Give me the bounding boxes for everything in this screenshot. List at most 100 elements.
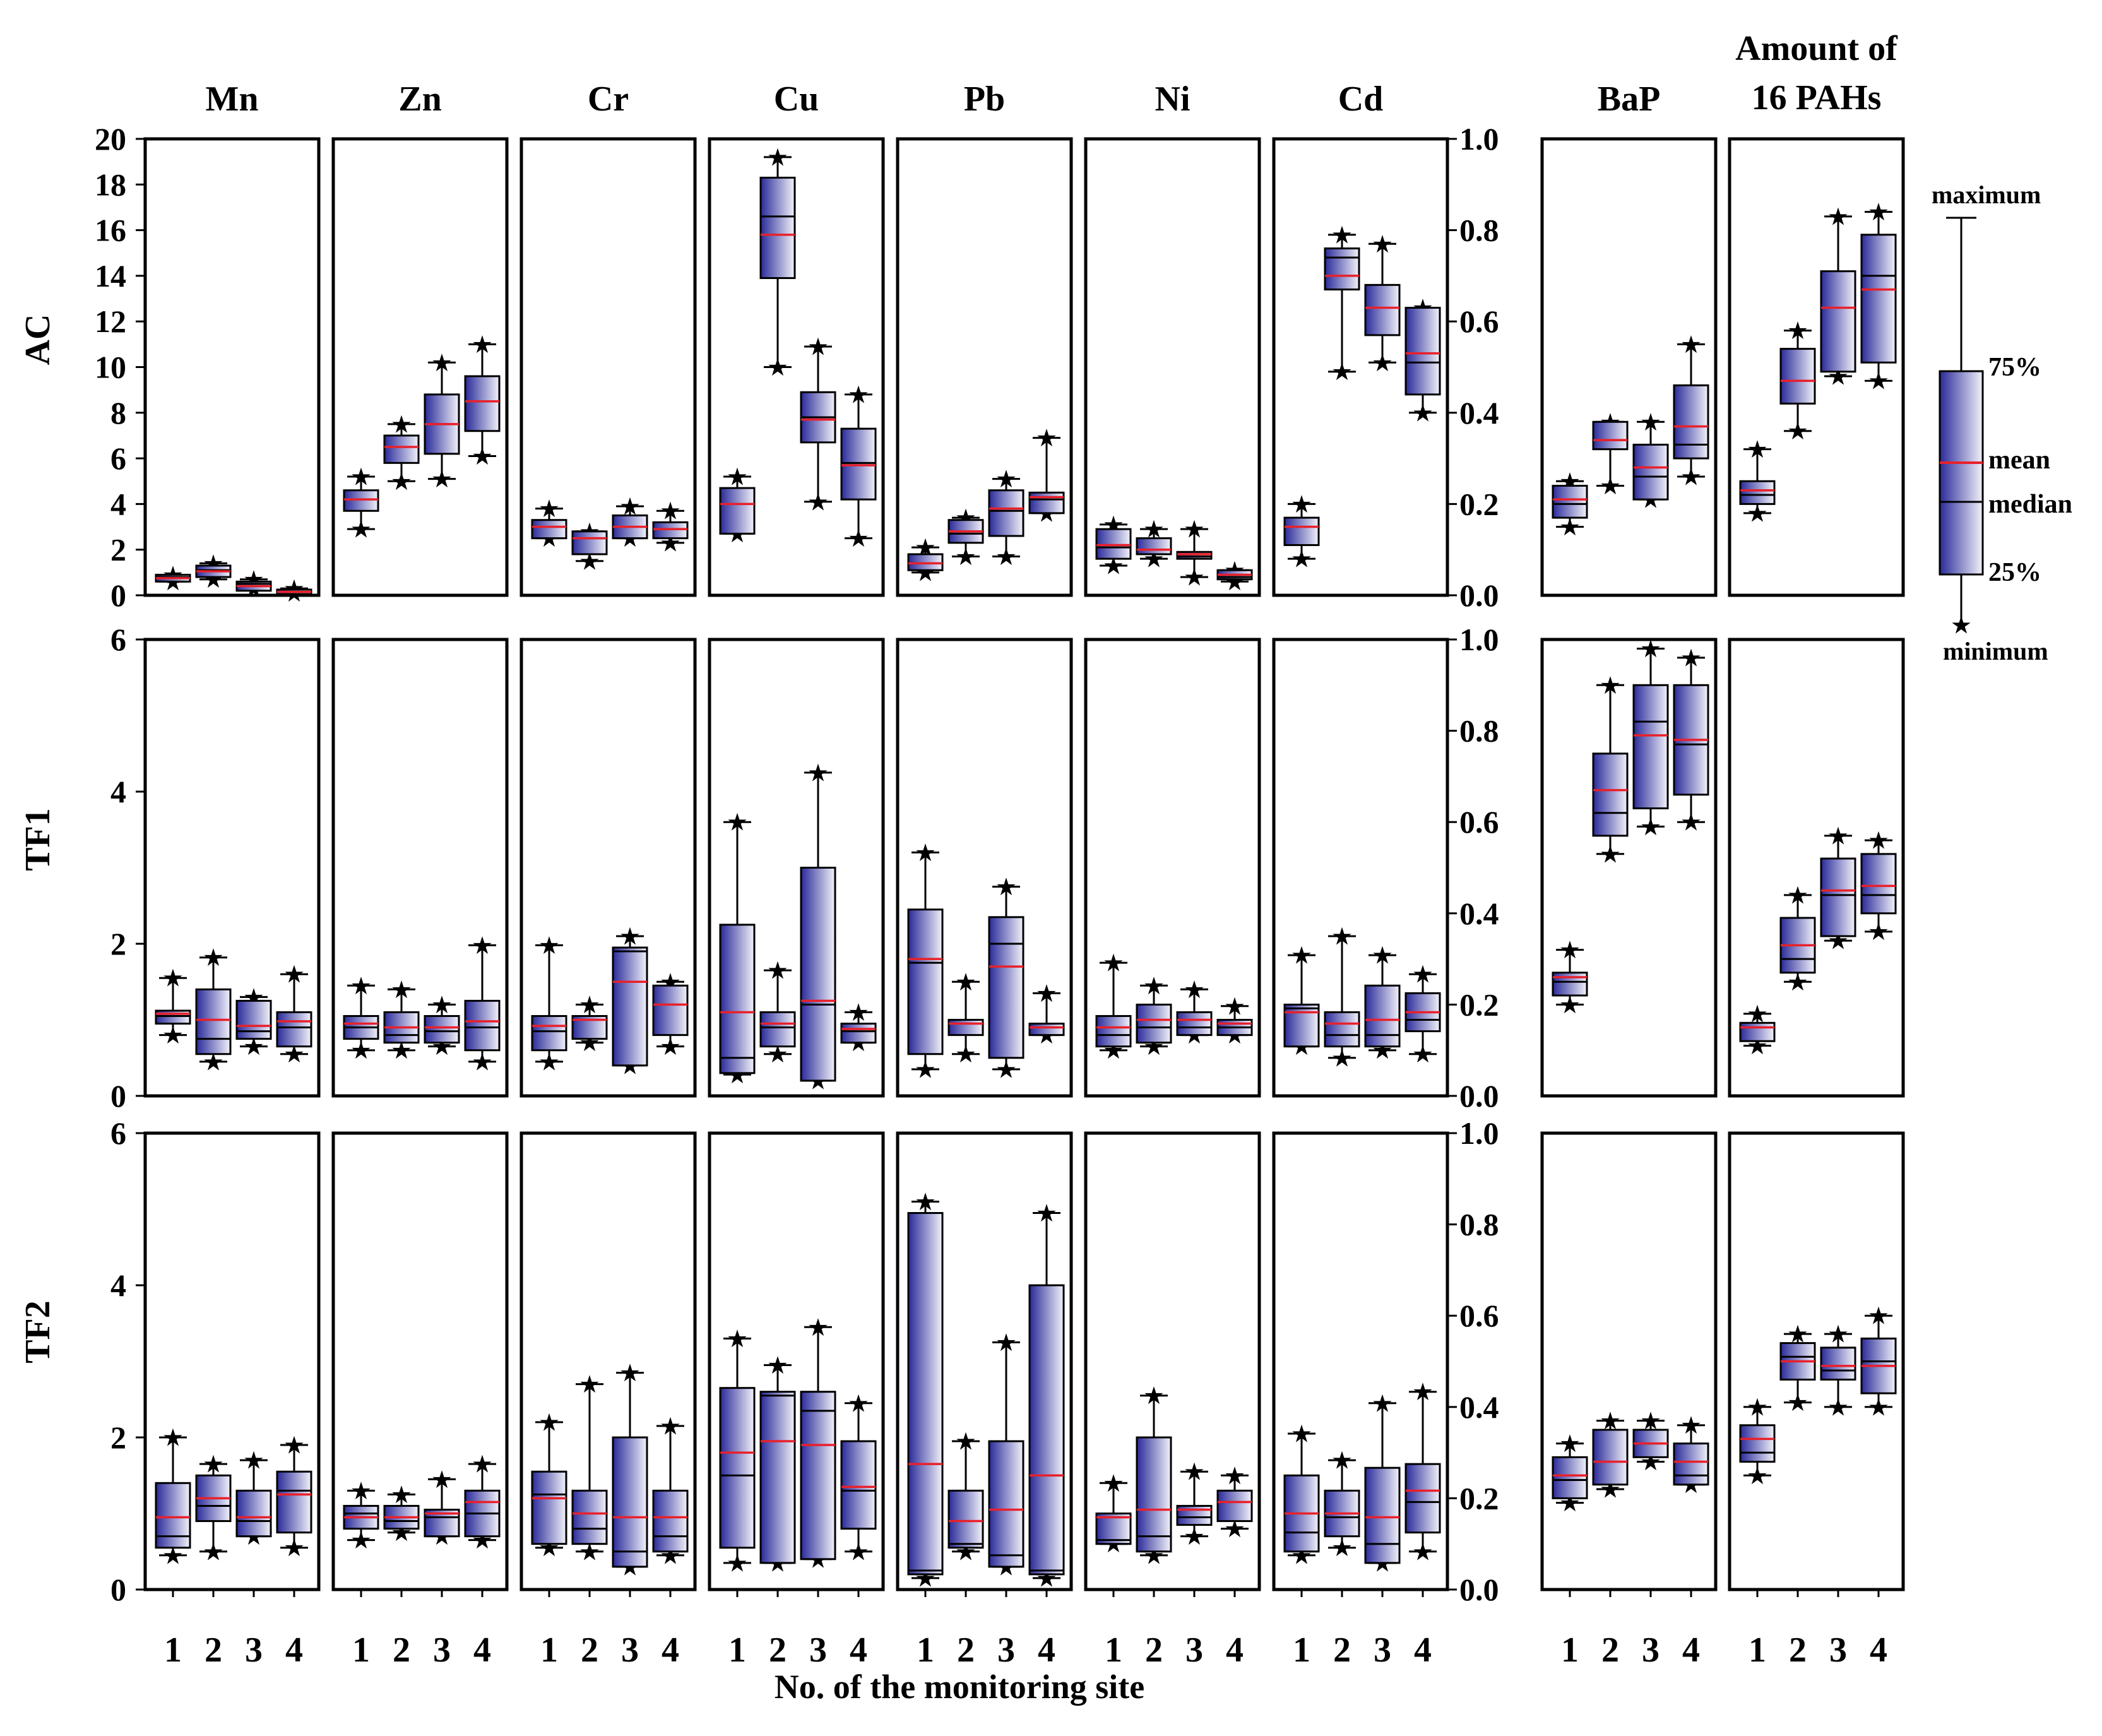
- x-tick-label: 1: [164, 1631, 182, 1670]
- panel-ac-cu: ★★★★★★★★: [708, 137, 885, 597]
- box-tf1-pb-site-3: ★★: [988, 876, 1024, 1082]
- legend-maximum-label: maximum: [1932, 181, 2041, 209]
- iqr-box: [1095, 528, 1132, 560]
- box-tf1-pb-site-2: ★★: [947, 971, 984, 1067]
- iqr-box: [1673, 1442, 1709, 1486]
- x-tick-label: 4: [1226, 1631, 1244, 1670]
- box-ac-cu-site-2: ★★: [759, 146, 796, 380]
- iqr-box: [947, 1489, 984, 1549]
- iqr-box: [840, 1023, 877, 1044]
- iqr-box: [1820, 1347, 1856, 1381]
- box-ac-mn-site-2: ★★: [195, 552, 232, 592]
- iqr-box: [1632, 684, 1669, 810]
- min-star: ★: [352, 1040, 371, 1063]
- right-tick-label: 1.0: [1459, 622, 1499, 657]
- legend: ★ maximum 75% mean median 25% minimum: [1932, 181, 2072, 665]
- panel-ac-mn: ★★★★★★★★: [143, 137, 321, 605]
- x-tick-label: 3: [1374, 1631, 1391, 1670]
- panel-tf2-cu: ★★★★★★★★: [708, 1131, 885, 1591]
- iqr-box: [1028, 491, 1065, 514]
- iqr-box: [1739, 1424, 1776, 1463]
- column-title-cr: Cr: [588, 80, 629, 119]
- panel-ac-bap: ★★★★★★★★: [1540, 137, 1718, 597]
- row-label-tf2: TF2: [18, 1300, 57, 1364]
- panel-tf2-mn: ★★★★★★★★: [143, 1131, 321, 1591]
- x-tick-label: 3: [621, 1631, 639, 1670]
- max-star: ★: [392, 413, 411, 437]
- max-star: ★: [1225, 1465, 1244, 1488]
- max-star: ★: [956, 971, 975, 994]
- box-tf2-cr-site-1: ★★: [531, 1412, 567, 1561]
- iqr-box: [1552, 484, 1588, 519]
- iqr-box: [1592, 420, 1629, 451]
- box-ac-cr-site-1: ★★: [531, 498, 567, 551]
- max-star: ★: [473, 1453, 492, 1477]
- iqr-box: [988, 489, 1024, 537]
- box-ac-amount-of-16-pahs-site-2: ★★: [1779, 320, 1816, 444]
- min-star: ★: [1185, 1526, 1204, 1549]
- max-star: ★: [809, 1316, 828, 1340]
- min-star: ★: [1788, 420, 1807, 444]
- min-star: ★: [1641, 816, 1660, 839]
- max-star: ★: [849, 1393, 868, 1416]
- max-star: ★: [1292, 944, 1311, 968]
- max-star: ★: [1829, 1323, 1848, 1347]
- box-tf2-cd-site-3: ★★: [1364, 1393, 1401, 1576]
- iqr-box: [719, 487, 756, 535]
- max-star: ★: [849, 384, 868, 407]
- box-tf2-bap-site-1: ★★: [1552, 1433, 1588, 1516]
- box-tf1-bap-site-1: ★★: [1552, 939, 1588, 1017]
- iqr-box: [1136, 1436, 1172, 1553]
- legend-min-star: ★: [1952, 614, 1971, 638]
- panel-tf1-zn: ★★★★★★★★: [331, 638, 509, 1098]
- box-tf1-cu-site-3: ★★: [800, 762, 836, 1093]
- max-star: ★: [163, 967, 182, 990]
- max-star: ★: [285, 963, 304, 987]
- box-ac-ni-site-2: ★★: [1136, 518, 1172, 571]
- min-star: ★: [1788, 1392, 1807, 1415]
- min-star: ★: [352, 518, 371, 542]
- max-star: ★: [1037, 1203, 1056, 1226]
- box-tf1-cu-site-1: ★★: [719, 811, 756, 1087]
- max-star: ★: [768, 146, 787, 170]
- box-tf1-bap-site-4: ★★: [1673, 647, 1709, 835]
- box-tf1-ni-site-1: ★★: [1095, 952, 1132, 1063]
- left-tick-label-tf2: 6: [110, 1115, 126, 1151]
- max-star: ★: [916, 841, 935, 865]
- box-tf2-ni-site-2: ★★: [1136, 1385, 1172, 1568]
- x-tick-label: 2: [1145, 1631, 1163, 1670]
- iqr-box: [235, 999, 272, 1040]
- panel-frame-tf2-cr: [520, 1131, 697, 1591]
- x-tick-label: 1: [1105, 1631, 1122, 1670]
- max-star: ★: [1185, 518, 1204, 542]
- box-tf1-pb-site-4: ★★: [1028, 982, 1065, 1048]
- right-tick-label: 0.2: [1459, 486, 1499, 521]
- max-star: ★: [1682, 1415, 1701, 1438]
- iqr-box: [571, 530, 608, 556]
- panel-tf1-pb: ★★★★★★★★: [896, 638, 1073, 1098]
- box-ac-bap-site-2: ★★: [1592, 411, 1629, 498]
- box-tf2-bap-site-4: ★★: [1673, 1415, 1709, 1497]
- box-tf2-amount-of-16-pahs-site-1: ★★: [1739, 1396, 1776, 1488]
- left-tick-label-ac: 8: [110, 395, 126, 431]
- box-tf1-cd-site-2: ★★: [1324, 925, 1360, 1071]
- box-tf1-ni-site-2: ★★: [1136, 975, 1172, 1059]
- min-star: ★: [540, 1051, 559, 1074]
- min-star: ★: [916, 1059, 935, 1082]
- iqr-box: [907, 553, 944, 571]
- legend-mean-label: mean: [1988, 446, 2050, 475]
- iqr-box: [1028, 1023, 1065, 1037]
- iqr-box: [343, 489, 379, 512]
- max-star: ★: [1373, 1393, 1392, 1416]
- x-tick-label: 2: [769, 1631, 787, 1670]
- left-tick-label-ac: 18: [95, 167, 126, 202]
- box-tf2-ni-site-1: ★★: [1095, 1472, 1132, 1557]
- box-ac-cd-site-3: ★★: [1364, 233, 1401, 375]
- max-star: ★: [204, 1453, 223, 1477]
- left-tick-label-tf1: 6: [110, 622, 126, 657]
- min-star: ★: [956, 1043, 975, 1067]
- max-star: ★: [1333, 925, 1351, 949]
- iqr-box: [652, 984, 689, 1037]
- right-tick-label: 0.0: [1459, 1078, 1499, 1114]
- iqr-box: [1364, 984, 1401, 1048]
